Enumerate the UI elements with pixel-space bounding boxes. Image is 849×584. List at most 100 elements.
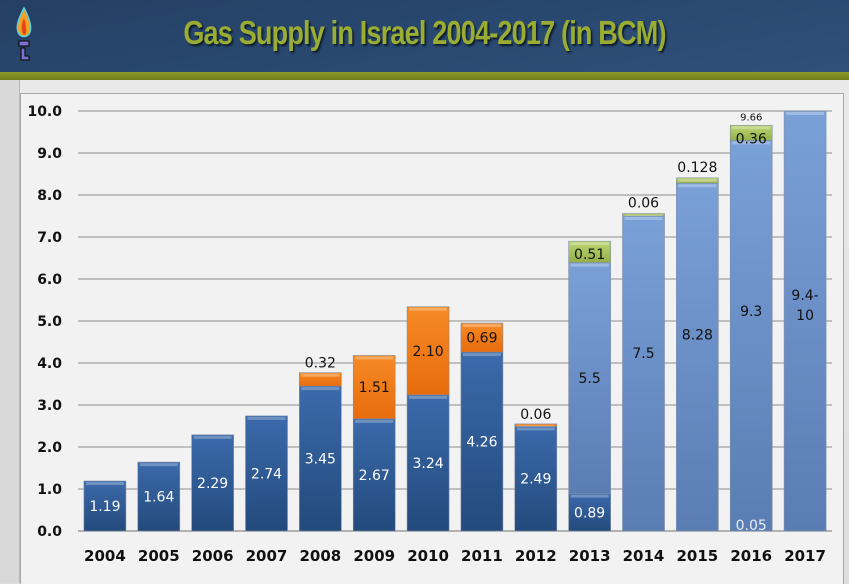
data-label-dark_blue: 2.49	[520, 472, 551, 488]
x-tick-label: 2009	[353, 547, 395, 565]
bar-highlight	[624, 217, 663, 220]
bar-highlight	[516, 427, 555, 431]
data-label-light_blue: 8.28	[682, 328, 713, 344]
bar-light_blue	[622, 215, 665, 532]
bar-dark_blue	[352, 418, 396, 532]
y-tick-label: 9.0	[37, 146, 62, 162]
x-tick-label: 2008	[299, 547, 341, 565]
bar-highlight	[462, 324, 501, 328]
data-label-light_blue: 9.3	[740, 304, 762, 320]
data-label-orange: 2.10	[412, 344, 443, 360]
x-tick-label: 2013	[569, 547, 611, 565]
bar-light_blue	[783, 110, 827, 532]
bar-dark_blue	[514, 426, 558, 532]
y-tick-label: 5.0	[37, 314, 62, 330]
bar-highlight	[409, 307, 448, 311]
bar-dark_blue	[137, 461, 181, 532]
data-label-dark_blue: 3.45	[305, 452, 336, 468]
bar-orange	[299, 372, 342, 387]
bar-light_blue	[676, 182, 719, 532]
x-tick-label: 2014	[623, 547, 665, 565]
data-label-dark_blue: 0.89	[574, 505, 605, 521]
x-tick-label: 2010	[407, 547, 449, 565]
bar-highlight	[355, 356, 394, 360]
bar-highlight	[786, 112, 825, 115]
bar-highlight	[624, 214, 663, 216]
y-tick-label: 8.0	[37, 188, 62, 204]
data-label-dark_blue: 2.74	[251, 466, 282, 482]
bar-dark_blue	[83, 480, 127, 532]
bar-highlight	[678, 184, 717, 188]
bar-highlight	[355, 419, 394, 423]
bar-green	[676, 177, 719, 184]
bar-dark_blue	[245, 415, 288, 532]
bar-orange	[406, 306, 450, 396]
y-tick-label: 4.0	[37, 356, 62, 372]
x-tick-label: 2006	[192, 547, 234, 565]
slide-left-strip	[0, 80, 20, 583]
data-label-dark_blue: 3.24	[412, 456, 443, 472]
bar-highlight	[85, 482, 124, 486]
data-label-orange: 0.06	[520, 407, 551, 423]
y-tick-label: 7.0	[37, 230, 62, 246]
x-tick-label: 2016	[730, 547, 772, 565]
x-tick-label: 2005	[138, 547, 180, 565]
bar-highlight	[570, 242, 609, 246]
bar-highlight	[247, 416, 286, 420]
bar-dark_blue	[406, 394, 450, 532]
data-label-green: 0.06	[628, 195, 659, 211]
bar-dark_blue	[568, 493, 611, 532]
header-accent-band	[0, 72, 849, 80]
data-label-light_blue: 5.5	[579, 371, 601, 387]
bar-highlight	[570, 494, 609, 498]
bar-orange	[352, 355, 396, 420]
data-label-green: 0.36	[736, 131, 767, 147]
y-tick-label: 6.0	[37, 272, 62, 288]
bar-dark_blue	[299, 385, 342, 532]
bar-highlight	[409, 395, 448, 399]
gas-flame-icon	[16, 6, 32, 61]
annotation-label: 9.66	[740, 112, 762, 123]
data-label-dark_blue: 1.19	[89, 499, 120, 515]
x-tick-label: 2017	[784, 547, 826, 565]
bar-highlight	[678, 178, 717, 182]
header-banner	[0, 0, 849, 72]
bar-highlight	[301, 387, 340, 391]
data-label-light_blue: 7.5	[632, 346, 654, 362]
data-label-orange: 0.32	[305, 356, 336, 372]
bar-light_blue	[729, 140, 773, 532]
data-label-green: 0.51	[574, 247, 605, 263]
y-tick-label: 0.0	[37, 524, 62, 540]
bar-orange	[460, 322, 504, 353]
chart-title: Gas Supply in Israel 2004-2017 (in BCM)	[183, 14, 666, 51]
bar-dark_blue	[460, 351, 504, 532]
bar-highlight	[193, 435, 232, 439]
data-label-orange: 0.69	[466, 331, 497, 347]
bar-highlight	[732, 126, 771, 130]
data-label-dark_blue: 2.29	[197, 476, 228, 492]
bar-green	[568, 240, 611, 263]
bar-light_blue	[568, 262, 611, 494]
data-label-dark_blue: 4.26	[466, 435, 497, 451]
y-tick-label: 1.0	[37, 482, 62, 498]
x-tick-label: 2011	[461, 547, 503, 565]
y-tick-label: 10.0	[27, 104, 62, 120]
data-label-orange: 1.51	[359, 380, 390, 396]
x-tick-label: 2015	[676, 547, 718, 565]
data-label-dark_blue: 1.64	[143, 490, 174, 506]
data-label-dark_blue: 2.67	[359, 468, 390, 484]
bar-highlight	[139, 463, 178, 467]
y-tick-label: 2.0	[37, 440, 62, 456]
bar-highlight	[732, 141, 771, 145]
bar-green	[622, 213, 665, 217]
annotation-label: 0.05	[736, 518, 767, 534]
bar-orange	[514, 423, 558, 427]
data-label-light_blue: 9.4-10	[791, 288, 818, 324]
y-tick-label: 3.0	[37, 398, 62, 414]
x-tick-label: 2007	[246, 547, 288, 565]
x-tick-label: 2012	[515, 547, 557, 565]
x-tick-label: 2004	[84, 547, 126, 565]
bar-green	[729, 124, 773, 141]
data-label-green: 0.128	[677, 160, 717, 176]
